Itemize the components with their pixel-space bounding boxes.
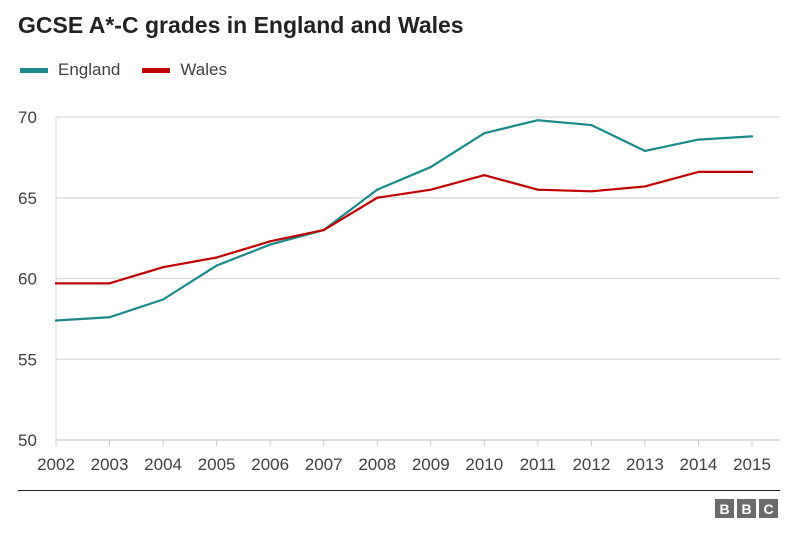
logo-letter: C [759, 499, 778, 518]
x-tick-label: 2012 [572, 455, 610, 474]
data-point-england [536, 119, 539, 122]
x-tick-label: 2011 [520, 455, 557, 474]
legend-swatch-wales [142, 67, 171, 73]
data-point-england [590, 123, 593, 127]
y-tick-label: 60 [18, 270, 37, 289]
legend-swatch-england [20, 67, 48, 73]
data-point-wales [161, 266, 165, 269]
data-point-wales [697, 170, 700, 174]
data-point-england [376, 188, 379, 191]
data-point-england [215, 264, 218, 267]
x-tick-label: 2015 [733, 455, 771, 474]
legend-item-wales: Wales [142, 60, 227, 80]
chart-title: GCSE A*-C grades in England and Wales [18, 12, 464, 38]
x-tick-label: 2013 [626, 455, 664, 474]
footer-divider [18, 490, 780, 491]
x-tick-label: 2007 [305, 455, 343, 474]
x-tick-label: 2003 [91, 455, 129, 474]
x-tick-label: 2008 [358, 455, 396, 474]
legend-item-england: England [20, 60, 120, 80]
data-point-wales [750, 170, 754, 174]
data-point-wales [322, 228, 325, 232]
data-point-england [483, 132, 486, 135]
series-line-england [54, 119, 754, 322]
data-point-england [161, 298, 165, 301]
data-point-wales [590, 190, 593, 193]
logo-letter: B [737, 499, 756, 518]
logo-letter: B [715, 499, 734, 518]
x-tick-label: 2005 [198, 455, 236, 474]
x-tick-label: 2006 [251, 455, 289, 474]
x-tick-label: 2002 [37, 455, 75, 474]
y-tick-label: 50 [18, 431, 37, 450]
y-tick-label: 55 [18, 350, 37, 369]
data-point-wales [643, 185, 647, 188]
x-tick-label: 2014 [680, 455, 718, 474]
data-point-england [697, 138, 700, 141]
legend: England Wales [20, 60, 249, 80]
data-point-wales [483, 174, 486, 177]
x-tick-label: 2004 [144, 455, 182, 474]
data-point-england [108, 316, 111, 319]
data-point-wales [215, 256, 218, 259]
data-point-england [750, 135, 754, 138]
data-point-wales [376, 196, 379, 199]
data-point-wales [54, 282, 58, 285]
data-point-england [54, 319, 58, 322]
data-point-england [269, 243, 272, 246]
y-tick-label: 65 [18, 189, 37, 208]
data-point-wales [429, 188, 432, 191]
data-point-wales [108, 282, 111, 285]
x-tick-label: 2010 [465, 455, 503, 474]
data-point-england [643, 149, 647, 153]
series-line-wales [54, 170, 754, 285]
data-point-england [429, 165, 432, 169]
y-tick-label: 70 [18, 108, 37, 127]
bbc-logo: B B C [712, 499, 778, 518]
data-point-wales [269, 240, 272, 243]
data-point-wales [536, 188, 539, 191]
x-tick-label: 2009 [412, 455, 450, 474]
legend-label-england: England [58, 60, 121, 79]
legend-label-wales: Wales [180, 60, 227, 79]
